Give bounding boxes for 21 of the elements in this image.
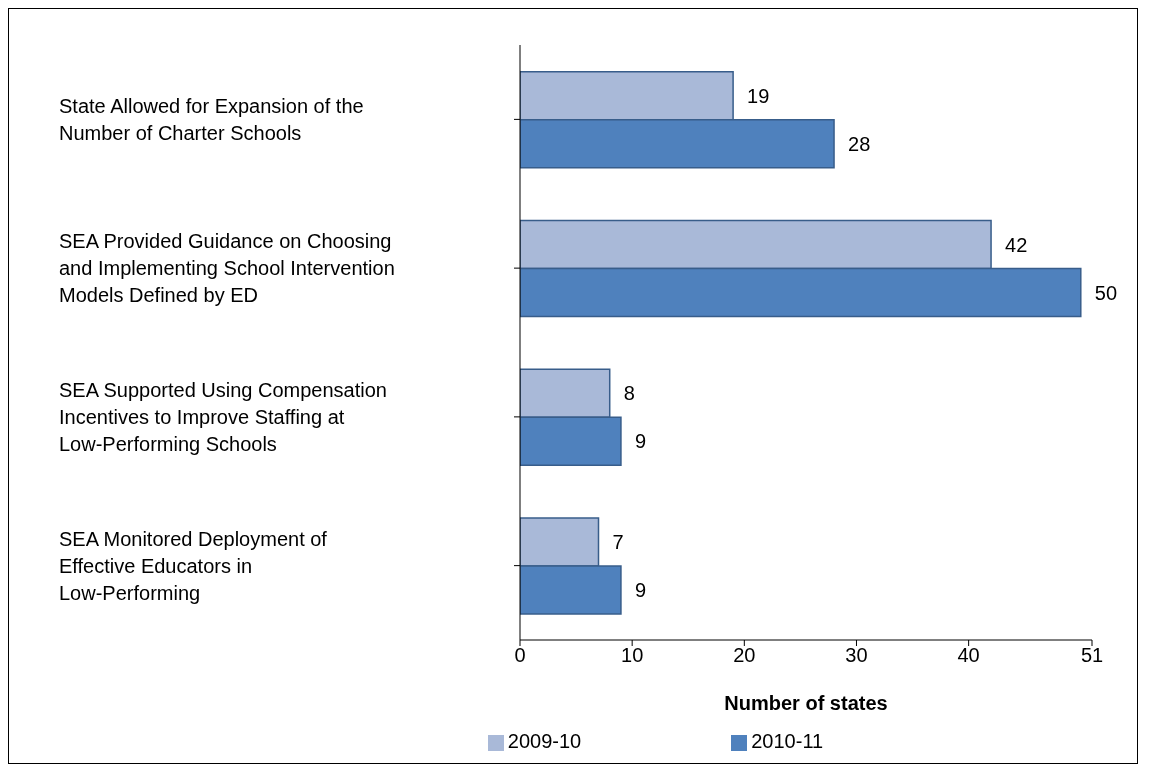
data-label: 9 bbox=[634, 430, 647, 453]
x-axis-title: Number of states bbox=[724, 692, 888, 714]
y-tick-label: SEA Monitored Deployment of Effective Educators in Low-Performing bbox=[59, 527, 328, 604]
x-tick-label: 51 bbox=[1080, 644, 1104, 667]
x-tick-label: 30 bbox=[845, 644, 868, 667]
data-label: 8 bbox=[623, 382, 635, 405]
y-tick-label: SEA Provided Guidance on Choosing and Implementing School Intervention Models Defined by ED bbox=[59, 230, 395, 307]
legend-label: 2009-10 bbox=[507, 730, 582, 752]
x-tick-label: 20 bbox=[733, 644, 756, 667]
x-tick-label: 40 bbox=[957, 644, 980, 667]
data-label: 9 bbox=[634, 579, 647, 602]
y-tick-label: SEA Supported Using Compensation Incentives to Improve Staffing at Low-Performing Schools bbox=[59, 378, 387, 455]
y-tick-label: State Allowed for Expansion of the Number of Charter Schools bbox=[59, 94, 364, 144]
data-label: 50 bbox=[1094, 281, 1118, 304]
data-label: 28 bbox=[848, 132, 871, 155]
legend-label: 2010-11 bbox=[751, 730, 824, 752]
x-tick-label: 0 bbox=[514, 644, 526, 667]
data-label: 42 bbox=[1005, 233, 1028, 256]
data-label: 7 bbox=[612, 531, 624, 554]
x-tick-label: 10 bbox=[621, 644, 644, 667]
data-label: 19 bbox=[747, 84, 770, 107]
